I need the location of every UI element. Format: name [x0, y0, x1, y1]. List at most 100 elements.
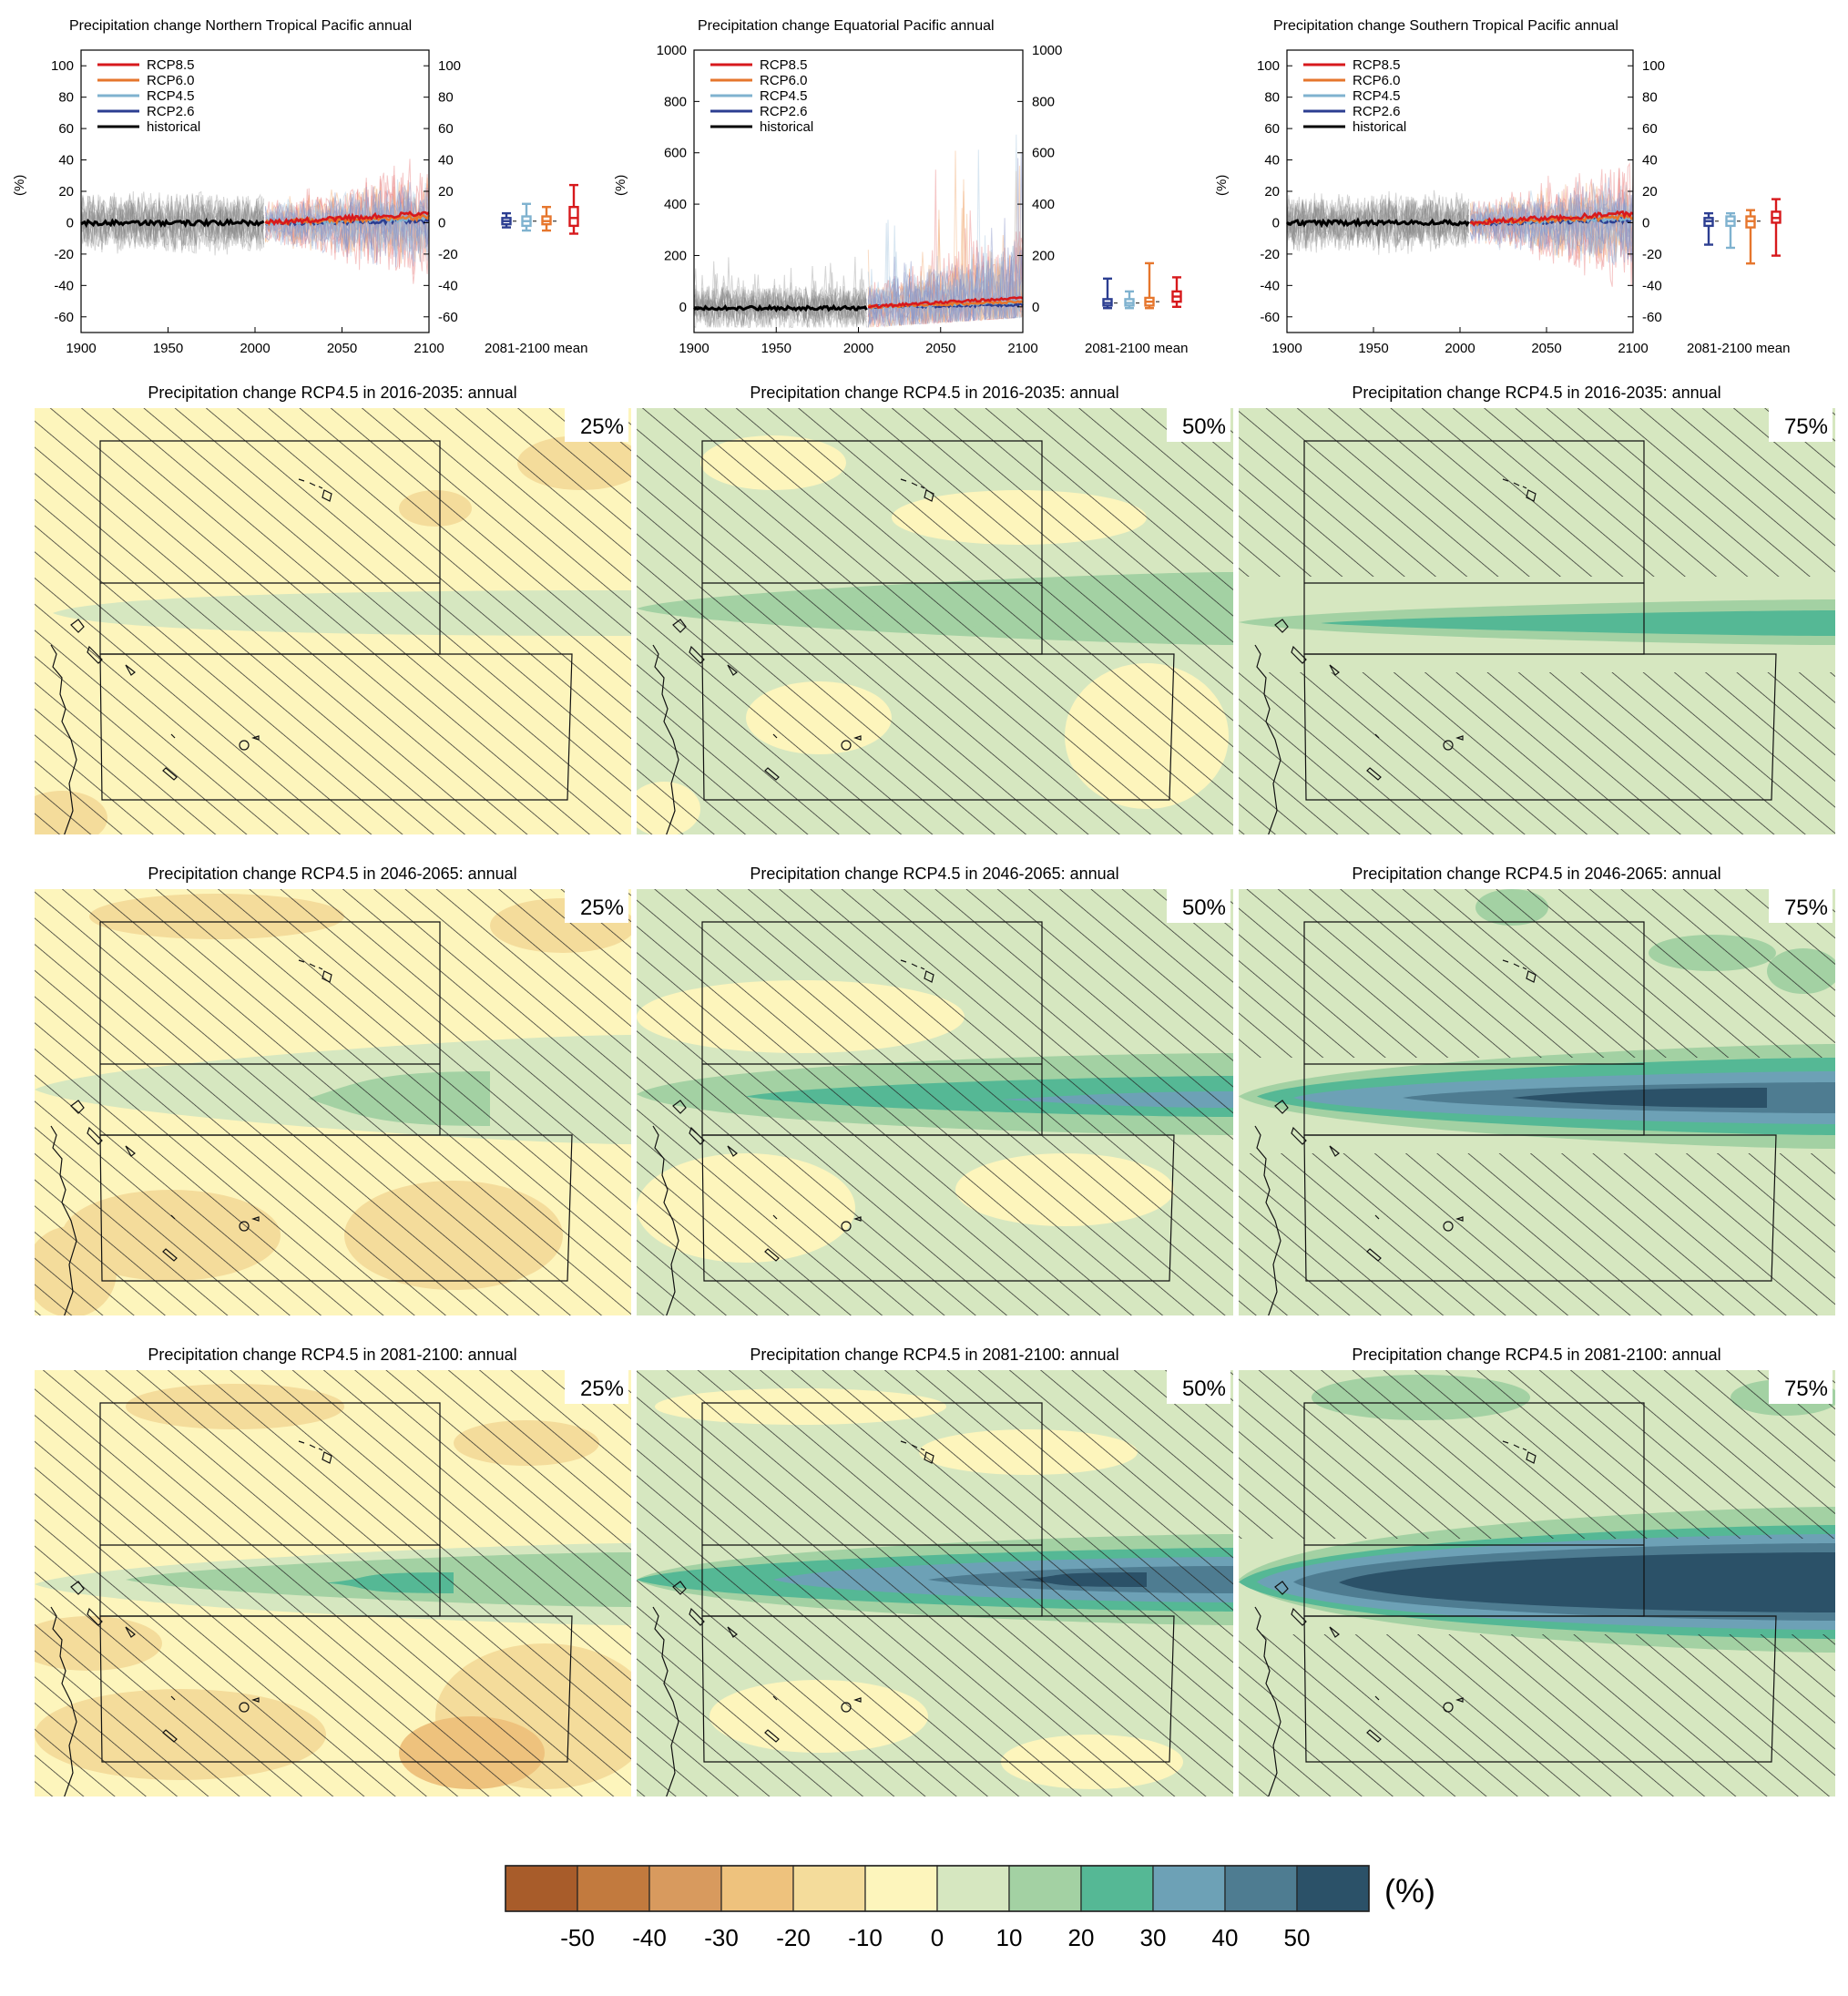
region-box-south — [701, 1134, 1175, 1282]
island-outline — [87, 1607, 103, 1626]
y-tick-label-right: -20 — [1642, 247, 1662, 262]
historical-member-line — [80, 194, 265, 252]
island-outline — [1274, 619, 1289, 633]
colorbar-tick-label: -40 — [632, 1924, 667, 1951]
island-outline — [772, 1695, 778, 1701]
y-tick-label: -20 — [1260, 247, 1280, 262]
map-grid — [35, 408, 1835, 1796]
x-tick-label: 2100 — [414, 341, 444, 356]
legend-label: RCP2.6 — [760, 104, 808, 119]
legend-label: RCP6.0 — [147, 73, 195, 88]
y-tick-label-right: 0 — [438, 215, 445, 230]
map-panel — [637, 1370, 1233, 1796]
island-outline — [1502, 478, 1527, 489]
map-panel — [1239, 408, 1835, 834]
island-outline — [1291, 1607, 1307, 1626]
map-title: Precipitation change RCP4.5 in 2046-2065… — [750, 865, 1118, 883]
map-content — [637, 1370, 1233, 1796]
island-outline — [162, 1729, 178, 1743]
y-tick-label-right: 100 — [1642, 58, 1665, 74]
hatching — [637, 408, 1233, 834]
historical-mean-line — [80, 217, 265, 229]
colorbar-swatch — [1152, 1865, 1226, 1912]
scenario-member-line — [867, 208, 1024, 326]
island-outline — [1443, 1221, 1454, 1232]
timeseries-panel-southern: Precipitation change Southern Tropical P… — [1214, 18, 1790, 356]
island-outline — [1291, 1126, 1307, 1145]
coastline — [50, 1606, 77, 1796]
ts-box-label: 2081-2100 mean — [1687, 341, 1790, 356]
timeseries-panel-equatorial: Precipitation change Equatorial Pacific … — [613, 18, 1188, 356]
coastline — [652, 1125, 679, 1315]
scenario-member-line — [265, 165, 430, 270]
map-content — [637, 889, 1233, 1315]
historical-member-line — [1286, 196, 1469, 251]
y-tick-label-right: 0 — [1032, 300, 1039, 315]
y-tick-label-right: 80 — [438, 90, 454, 106]
y-tick-label: 80 — [58, 90, 74, 106]
legend-label: RCP6.0 — [760, 73, 808, 88]
ts-plot-frame — [1286, 49, 1634, 333]
island-outline — [1329, 664, 1340, 676]
legend-label: RCP4.5 — [1353, 88, 1401, 104]
y-tick-label-right: 20 — [438, 184, 454, 200]
map-content — [35, 1370, 631, 1796]
hatching — [637, 1370, 1233, 1796]
ts-title: Precipitation change Southern Tropical P… — [1273, 18, 1618, 34]
y-tick-label-right: 60 — [1642, 121, 1658, 137]
map-title: Precipitation change RCP4.5 in 2016-2035… — [148, 384, 516, 402]
colorbar-tick-label: 30 — [1140, 1924, 1167, 1951]
ts-ylabel: (%) — [613, 175, 628, 196]
ts-axes: -60 -60 -40 -40 -20 -20 0 0 20 20 40 40 60 60 80 80 100 1… — [51, 58, 461, 356]
map-panel — [1239, 889, 1835, 1315]
historical-member-line — [80, 196, 265, 252]
y-tick-label: 0 — [66, 215, 74, 230]
map-panel — [637, 408, 1233, 834]
scenario-member-line — [867, 149, 1024, 327]
scenario-member-line — [1469, 184, 1634, 262]
island-outline — [170, 1214, 176, 1220]
colorbar-tick-label: 20 — [1068, 1924, 1095, 1951]
y-tick-label-right: -20 — [438, 247, 458, 262]
island-outline — [1502, 1440, 1527, 1451]
y-tick-label: 100 — [51, 58, 74, 74]
y-tick-label: 400 — [664, 197, 687, 212]
scenario-member-line — [265, 174, 430, 268]
colorbar-tick-label: 0 — [931, 1924, 944, 1951]
map-title: Precipitation change RCP4.5 in 2081-2100… — [148, 1346, 516, 1364]
island-outline — [689, 1607, 705, 1626]
percentile-labels: 25% 50% 75% 25% 50% 75% 25% 50% 75% — [565, 407, 1833, 1404]
scenario-member-line — [265, 181, 430, 264]
island-outline — [1526, 970, 1537, 983]
y-tick-label: 600 — [664, 146, 687, 161]
x-tick-label: 1950 — [761, 341, 791, 356]
legend-label: historical — [760, 119, 813, 135]
map-content — [1239, 1370, 1835, 1796]
island-outline — [900, 478, 925, 489]
island-outline — [841, 1221, 852, 1232]
historical-member-line — [80, 192, 265, 256]
scenario-member-line — [265, 172, 430, 271]
y-tick-label-right: 0 — [1642, 215, 1649, 230]
y-tick-label: -20 — [54, 247, 74, 262]
island-outline — [162, 1248, 178, 1262]
island-outline — [924, 970, 934, 983]
x-tick-label: 2050 — [327, 341, 357, 356]
island-outline — [689, 1126, 705, 1145]
scenario-member-line — [265, 188, 430, 259]
historical-member-line — [80, 192, 264, 250]
x-tick-label: 2100 — [1618, 341, 1648, 356]
island-outline — [672, 1100, 687, 1114]
colorbar-swatch — [577, 1865, 650, 1912]
timeseries-panel-northern: Precipitation change Northern Tropical P… — [12, 18, 587, 356]
scenario-mean-line — [867, 296, 1024, 309]
historical-member-line — [1286, 192, 1469, 250]
island-outline — [162, 767, 178, 781]
island-outline — [1502, 959, 1527, 970]
scenario-member-line — [265, 193, 430, 261]
y-tick-label-right: 600 — [1032, 146, 1055, 161]
island-outline — [672, 619, 687, 633]
